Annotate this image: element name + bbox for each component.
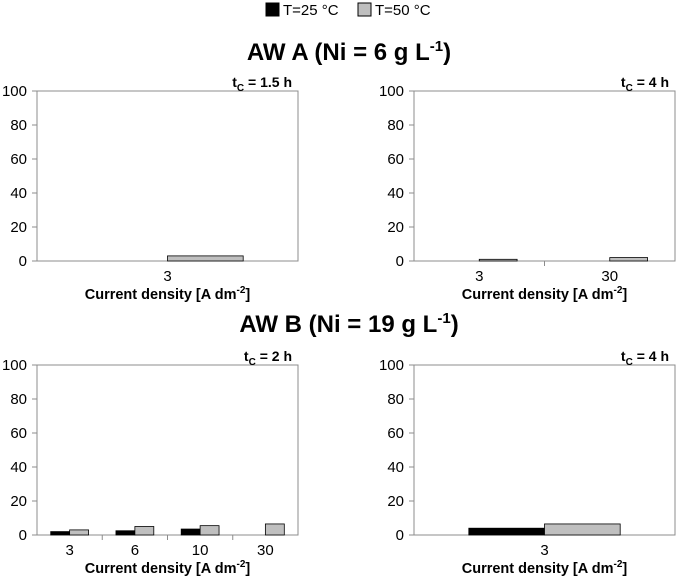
plot-frame: [413, 364, 676, 536]
x-axis-title-main: Current density [A dm: [85, 287, 237, 303]
section-title-aw-b-main: AW B (Ni = 19 g L: [239, 311, 437, 338]
chart-panel-aw-a-4h: 0 20 40 60 80 100 3 30 tC = 4 h Current density […: [379, 74, 676, 303]
panel-label: tC = 4 h: [621, 348, 669, 368]
panel-label-main: t: [621, 74, 626, 90]
y-tick-label: 0: [19, 253, 27, 270]
x-tick-label: 10: [192, 542, 209, 559]
x-axis-title-close: ]: [622, 287, 627, 303]
y-tick-label: 80: [387, 117, 404, 134]
section-title-aw-b-sup: -1: [437, 310, 450, 327]
panel-label-rest: = 1.5 h: [244, 74, 292, 90]
y-tick-label: 60: [10, 151, 27, 168]
x-axis-title: Current density [A dm-2]: [85, 285, 251, 303]
y-tick-label: 80: [10, 391, 27, 408]
y-tick-label: 100: [2, 83, 27, 100]
bar: [69, 529, 89, 536]
bar: [167, 255, 244, 262]
section-title-aw-b-close: ): [451, 311, 459, 338]
y-tick-label: 40: [10, 459, 27, 476]
x-axis-title: Current density [A dm-2]: [462, 285, 628, 303]
bar: [544, 523, 621, 536]
x-tick-label: 3: [475, 268, 483, 285]
x-tick-label: 3: [540, 542, 548, 559]
x-axis-title-sup: -2: [613, 285, 622, 296]
y-tick-label: 20: [387, 219, 404, 236]
x-axis-title-main: Current density [A dm: [85, 561, 237, 577]
y-tick-label: 20: [10, 219, 27, 236]
panel-label-rest: = 2 h: [256, 348, 292, 364]
panel-label-sub: C: [626, 83, 633, 94]
plot-frame: [36, 90, 299, 262]
x-tick-label: 6: [131, 542, 139, 559]
bar: [115, 530, 136, 536]
x-axis-title-main: Current density [A dm: [462, 561, 614, 577]
plot-frame: [36, 364, 299, 536]
bar: [478, 258, 518, 262]
y-tick-label: 80: [10, 117, 27, 134]
panel-label-sub: C: [237, 83, 244, 94]
section-title-aw-a-close: ): [443, 39, 451, 66]
y-tick-label: 0: [396, 253, 404, 270]
y-tick-label: 20: [10, 493, 27, 510]
legend-label-25c: T=25 °C: [283, 2, 339, 19]
y-tick-label: 0: [19, 527, 27, 544]
chart-panel-aw-b-4h: 0 20 40 60 80 100 3 tC = 4 h Current density [A …: [379, 348, 676, 577]
x-axis-title-close: ]: [245, 287, 250, 303]
panel-label-main: t: [621, 348, 626, 364]
y-tick-label: 60: [387, 425, 404, 442]
panel-label-rest: = 4 h: [633, 348, 669, 364]
section-title-aw-a: AW A (Ni = 6 g L-1): [247, 38, 451, 66]
x-axis-title: Current density [A dm-2]: [85, 559, 251, 577]
x-axis-title-close: ]: [245, 561, 250, 577]
x-axis-title-sup: -2: [236, 559, 245, 570]
panel-label: tC = 4 h: [621, 74, 669, 94]
panel-label-sub: C: [626, 357, 633, 368]
section-title-aw-a-main: AW A (Ni = 6 g L: [247, 39, 430, 66]
x-tick-label: 30: [257, 542, 274, 559]
legend: T=25 °C T=50 °C: [265, 2, 431, 19]
section-title-aw-a-sup: -1: [430, 38, 443, 55]
plot-frame: [413, 90, 676, 262]
x-axis-title-close: ]: [622, 561, 627, 577]
bar: [199, 525, 220, 536]
y-tick-label: 80: [387, 391, 404, 408]
panel-label-main: t: [244, 348, 249, 364]
y-tick-label: 60: [387, 151, 404, 168]
x-axis-title-sup: -2: [613, 559, 622, 570]
x-axis-title: Current density [A dm-2]: [462, 559, 628, 577]
y-tick-label: 100: [2, 357, 27, 374]
legend-swatch-50c: [357, 2, 372, 17]
bar: [180, 528, 201, 536]
x-tick-label: 3: [65, 542, 73, 559]
bar: [468, 527, 545, 536]
panel-label-main: t: [232, 74, 237, 90]
y-tick-label: 40: [10, 185, 27, 202]
bar: [50, 531, 71, 536]
x-axis-title-main: Current density [A dm: [462, 287, 614, 303]
y-tick-label: 60: [10, 425, 27, 442]
y-tick-label: 100: [379, 83, 404, 100]
x-axis-title-sup: -2: [236, 285, 245, 296]
bar: [609, 257, 648, 262]
y-tick-label: 20: [387, 493, 404, 510]
legend-label-50c: T=50 °C: [375, 2, 431, 19]
panel-label: tC = 2 h: [244, 348, 292, 368]
y-tick-label: 40: [387, 459, 404, 476]
section-title-aw-b: AW B (Ni = 19 g L-1): [239, 310, 458, 338]
legend-swatch-25c: [265, 2, 280, 17]
x-tick-label: 30: [601, 268, 618, 285]
y-tick-label: 0: [396, 527, 404, 544]
y-tick-label: 100: [379, 357, 404, 374]
panel-label-sub: C: [249, 357, 256, 368]
chart-panel-aw-a-1-5h: 0 20 40 60 80 100 3 tC = 1.5 h Current density […: [2, 74, 299, 303]
y-tick-label: 40: [387, 185, 404, 202]
x-tick-label: 3: [163, 268, 171, 285]
bar: [134, 526, 155, 536]
panel-label: tC = 1.5 h: [232, 74, 292, 94]
chart-panel-aw-b-2h: 0 20 40 60 80 100 3 6 10 30 tC = 2 h Current densit…: [2, 348, 299, 577]
panel-label-rest: = 4 h: [633, 74, 669, 90]
bar: [264, 523, 285, 536]
